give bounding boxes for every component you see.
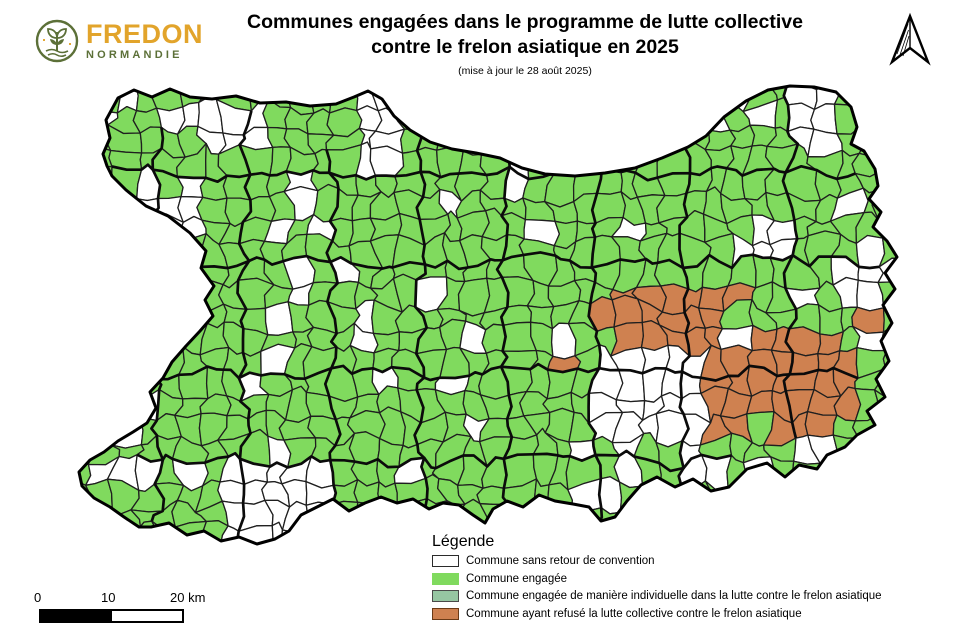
legend-item-label: Commune engagée de manière individuelle …: [466, 590, 882, 602]
scalebar-label-20km: 20 km: [170, 590, 206, 605]
north-arrow-icon: [889, 12, 931, 66]
legend-rows: Commune sans retour de convention Commune…: [432, 555, 968, 620]
map-title-line2: contre le frelon asiatique en 2025: [371, 35, 679, 58]
legend-item-label: Commune ayant refusé la lutte collective…: [466, 607, 802, 620]
map-title-line1: Communes engagées dans le programme de l…: [247, 11, 803, 33]
legend: Légende Commune sans retour de conventio…: [432, 533, 968, 625]
legend-item-label: Commune sans retour de convention: [466, 555, 655, 567]
logo-brand-text: FREDON: [86, 19, 203, 49]
scalebar-label-0: 0: [34, 590, 42, 605]
map-title: Communes engagées dans le programme de l…: [190, 10, 860, 77]
legend-item: Commune ayant refusé la lutte collective…: [432, 607, 968, 620]
map-subtitle: (mise à jour le 28 août 2025): [458, 64, 592, 77]
legend-title: Légende: [432, 533, 495, 550]
scalebar: [39, 609, 184, 623]
fredon-logo-icon: [35, 19, 79, 63]
legend-swatch: [432, 590, 459, 602]
fredon-logo: FREDON NORMANDIE: [34, 18, 203, 64]
legend-swatch: [432, 572, 459, 585]
legend-item-label: Commune engagée: [466, 572, 568, 585]
legend-item: Commune engagée: [432, 572, 968, 585]
scalebar-label-10: 10: [101, 590, 116, 605]
legend-swatch: [432, 607, 459, 620]
scalebar-filled-segment: [41, 611, 112, 621]
legend-item: Commune sans retour de convention: [432, 555, 968, 567]
legend-item: Commune engagée de manière individuelle …: [432, 590, 968, 602]
logo-region-text: NORMANDIE: [86, 49, 183, 61]
legend-swatch: [432, 555, 459, 567]
